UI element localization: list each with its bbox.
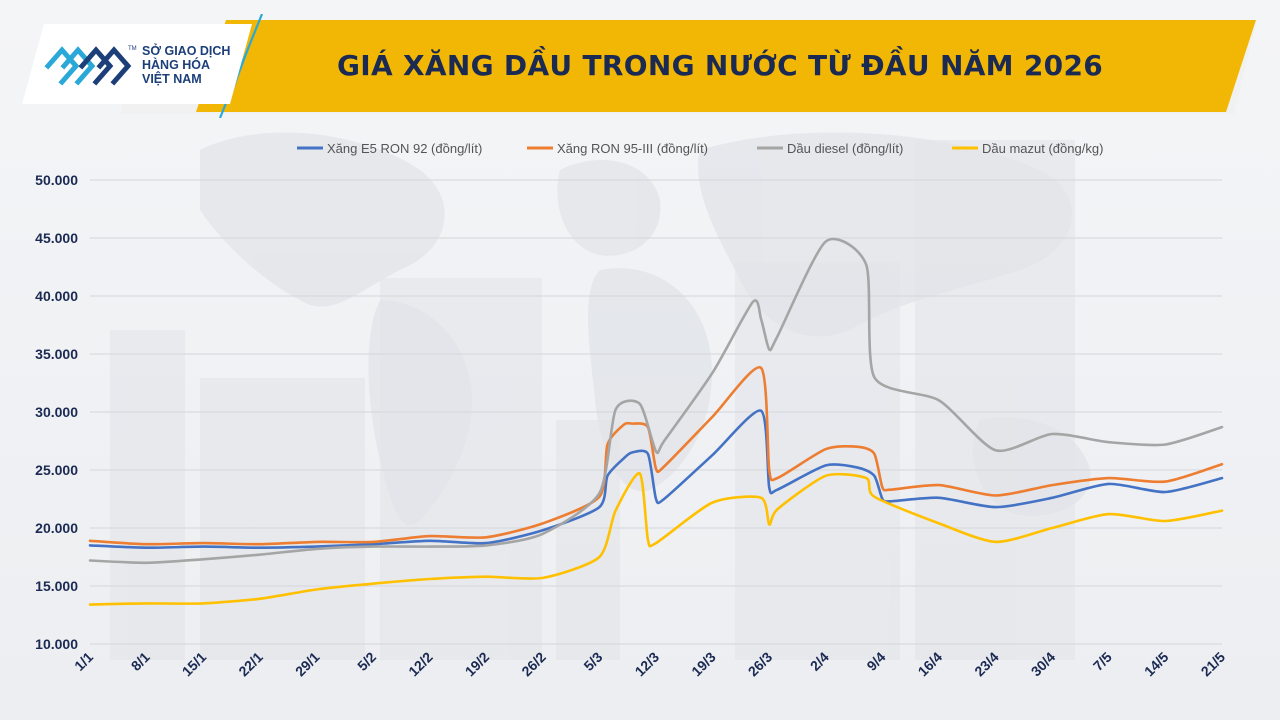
y-tick-label: 20.000: [35, 520, 78, 536]
x-tick-label: 26/3: [745, 649, 776, 680]
logo-panel: [22, 24, 252, 104]
trademark-mark: TM: [128, 46, 137, 52]
series-line-1: [88, 366, 1224, 546]
x-tick-label: 30/4: [1028, 649, 1059, 680]
x-tick-label: 12/2: [405, 649, 436, 680]
logo-line-1: SỞ GIAO DỊCH: [142, 44, 231, 58]
gridlines: [90, 179, 1222, 645]
x-tick-label: 12/3: [632, 649, 663, 680]
y-tick-label: 15.000: [35, 578, 78, 594]
x-axis-ticks: 1/1 8/1 15/1 22/1 29/1 5/2 12/2 19/2 26/2 5/3 12/3…: [71, 649, 1228, 680]
x-tick-label: 15/1: [179, 649, 210, 680]
y-axis-ticks: 10.000 15.000 20.000 25.000 30.000 35.000 40.0…: [35, 172, 78, 652]
series-line-2: [88, 237, 1224, 565]
y-tick-label: 10.000: [35, 636, 78, 652]
x-tick-label: 19/3: [688, 649, 719, 680]
x-tick-label: 23/4: [971, 649, 1002, 680]
y-tick-label: 40.000: [35, 288, 78, 304]
x-tick-label: 22/1: [235, 649, 266, 680]
legend: Xăng E5 RON 92 (đồng/lít) Xăng RON 95-III…: [297, 141, 1103, 156]
y-tick-label: 50.000: [35, 172, 78, 188]
x-tick-label: 7/5: [1090, 649, 1115, 674]
logo-wordmark: SỞ GIAO DỊCH HÀNG HÓA VIỆT NAM: [142, 44, 246, 86]
logo-line-2: HÀNG HÓA: [142, 58, 211, 72]
x-tick-label: 14/5: [1141, 649, 1172, 680]
y-tick-label: 35.000: [35, 346, 78, 362]
title-banner: [196, 20, 1256, 112]
x-tick-label: 16/4: [915, 649, 946, 680]
x-tick-label: 21/5: [1198, 649, 1229, 680]
series-line-0: [88, 409, 1224, 550]
y-tick-label: 30.000: [35, 404, 78, 420]
legend-entry: Dầu diesel (đồng/lít): [787, 141, 903, 156]
series-line-3: [88, 472, 1224, 606]
y-tick-label: 45.000: [35, 230, 78, 246]
y-tick-label: 25.000: [35, 462, 78, 478]
x-tick-label: 1/1: [71, 649, 96, 674]
legend-entry: Xăng E5 RON 92 (đồng/lít): [327, 141, 482, 156]
x-tick-label: 2/4: [807, 649, 832, 674]
x-tick-label: 5/2: [354, 649, 379, 674]
exchange-logo-icon: [44, 46, 132, 86]
legend-entry: Dầu mazut (đồng/kg): [982, 141, 1103, 156]
x-tick-label: 29/1: [292, 649, 323, 680]
logo-line-3: VIỆT NAM: [142, 72, 202, 86]
series-lines: [88, 237, 1224, 606]
legend-entry: Xăng RON 95-III (đồng/lít): [557, 141, 708, 156]
x-tick-label: 26/2: [518, 649, 549, 680]
x-tick-label: 5/3: [580, 649, 605, 674]
chart-title: GIÁ XĂNG DẦU TRONG NƯỚC TỪ ĐẦU NĂM 2026: [336, 49, 1104, 82]
x-tick-label: 19/2: [462, 649, 493, 680]
x-tick-label: 9/4: [863, 649, 888, 674]
x-tick-label: 8/1: [128, 649, 153, 674]
